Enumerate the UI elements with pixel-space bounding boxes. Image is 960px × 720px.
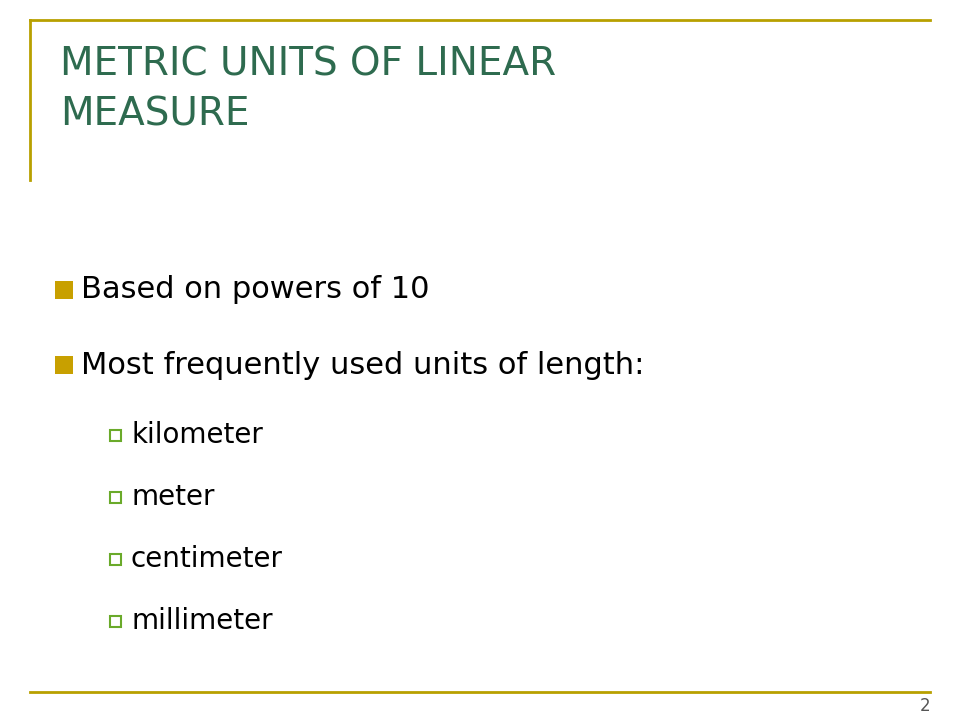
Text: Based on powers of 10: Based on powers of 10 bbox=[81, 276, 429, 305]
Bar bbox=[110, 616, 121, 626]
Text: 2: 2 bbox=[920, 697, 930, 715]
Text: meter: meter bbox=[131, 483, 214, 511]
Text: kilometer: kilometer bbox=[131, 421, 263, 449]
Bar bbox=[110, 492, 121, 503]
Bar bbox=[110, 430, 121, 441]
Text: METRIC UNITS OF LINEAR
MEASURE: METRIC UNITS OF LINEAR MEASURE bbox=[60, 46, 556, 134]
Text: millimeter: millimeter bbox=[131, 607, 273, 635]
Bar bbox=[55, 356, 73, 374]
Text: centimeter: centimeter bbox=[131, 545, 283, 573]
Bar bbox=[55, 281, 73, 299]
Bar bbox=[110, 554, 121, 564]
Text: Most frequently used units of length:: Most frequently used units of length: bbox=[81, 351, 644, 379]
